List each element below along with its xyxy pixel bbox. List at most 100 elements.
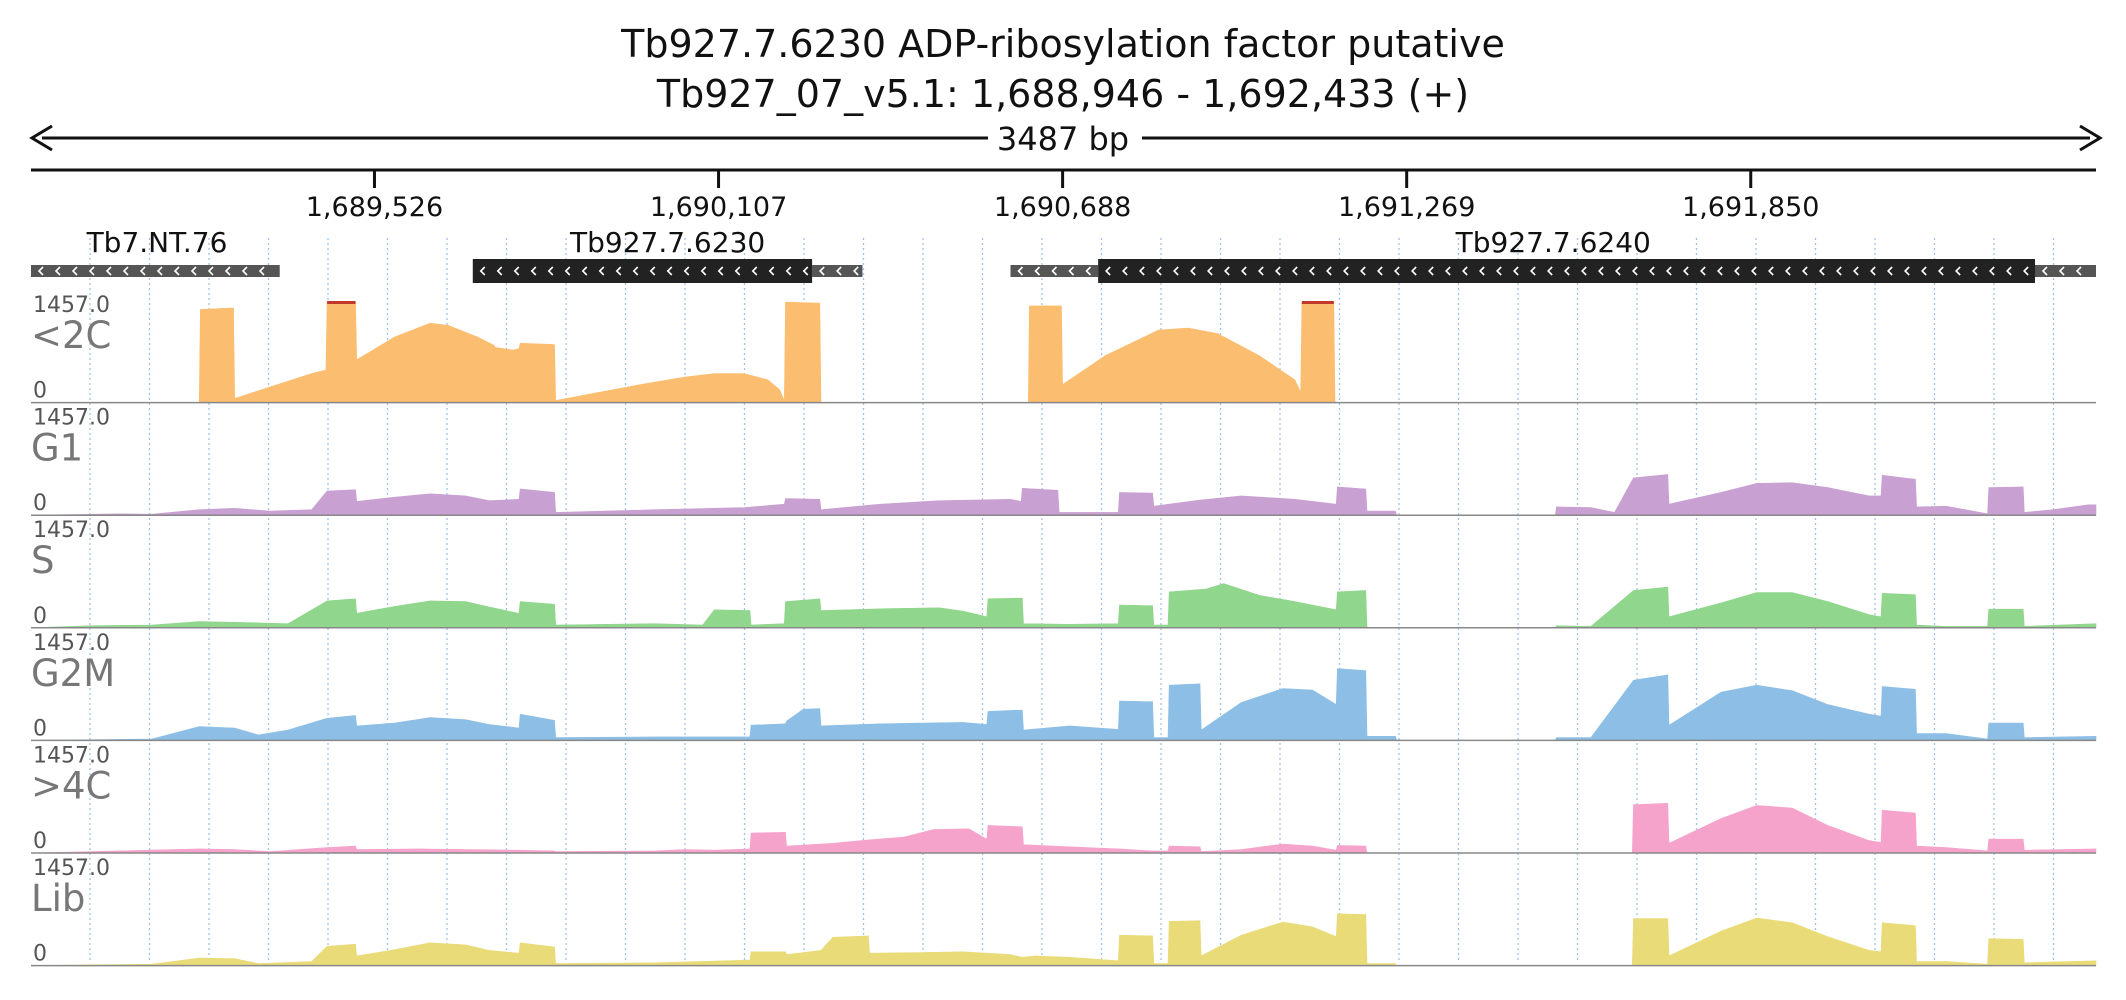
strand-chevron-icon: [1122, 266, 1128, 276]
strand-chevron-icon: [1938, 266, 1944, 276]
strand-chevron-icon: [1017, 266, 1024, 276]
strand-chevron-icon: [1751, 266, 1757, 276]
strand-chevron-icon: [1377, 266, 1383, 276]
strand-chevron-icon: [1768, 266, 1774, 276]
gene-label: Tb927.7.6240: [1455, 226, 1651, 259]
saturation-cap: [1301, 301, 1334, 304]
strand-chevron-icon: [649, 266, 656, 276]
span-length-label: 3487 bp: [997, 120, 1129, 158]
strand-chevron-icon: [2023, 266, 2029, 276]
strand-chevron-icon: [479, 266, 486, 276]
axis-tick-label: 1,691,850: [1682, 192, 1819, 223]
strand-chevron-icon: [1343, 266, 1349, 276]
strand-chevron-icon: [1411, 266, 1417, 276]
strand-chevron-icon: [564, 266, 571, 276]
strand-chevron-icon: [1462, 266, 1468, 276]
strand-chevron-icon: [1921, 266, 1927, 276]
strand-chevron-icon: [1275, 266, 1281, 276]
strand-chevron-icon: [1632, 266, 1638, 276]
strand-chevron-icon: [785, 266, 792, 276]
strand-chevron-icon: [1700, 266, 1706, 276]
strand-chevron-icon: [768, 266, 775, 276]
strand-chevron-icon: [1309, 266, 1315, 276]
strand-chevron-icon: [1870, 266, 1876, 276]
coverage-area: [30, 474, 2097, 516]
strand-chevron-icon: [1173, 266, 1179, 276]
strand-chevron-icon: [1615, 266, 1621, 276]
gene-annotation-track: Tb7.NT.76 Tb927.7.6230 Tb927.7.6240: [31, 226, 2096, 283]
strand-chevron-icon: [530, 266, 537, 276]
coverage-area: [198, 301, 1336, 403]
strand-chevron-icon: [156, 266, 163, 276]
strand-chevron-icon: [1241, 266, 1247, 276]
strand-chevron-icon: [1496, 266, 1502, 276]
strand-chevron-icon: [1887, 266, 1893, 276]
strand-chevron-icon: [1360, 266, 1366, 276]
strand-chevron-icon: [513, 266, 520, 276]
strand-chevron-icon: [615, 266, 622, 276]
strand-chevron-icon: [1156, 266, 1162, 276]
track-gt-4c: 1457.0>4C 0: [30, 743, 2097, 854]
strand-chevron-icon: [751, 266, 758, 276]
strand-chevron-icon: [683, 266, 690, 276]
strand-chevron-icon: [1955, 266, 1961, 276]
strand-chevron-icon: [71, 266, 78, 276]
chart-subtitle: Tb927_07_v5.1: 1,688,946 - 1,692,433 (+): [656, 72, 1469, 116]
strand-chevron-icon: [1564, 266, 1570, 276]
strand-chevron-icon: [547, 266, 554, 276]
axis-tick-label: 1,689,526: [306, 192, 443, 223]
strand-chevron-icon: [802, 266, 809, 276]
gene-tb927-7-6240[interactable]: Tb927.7.6240: [1010, 226, 2096, 283]
gene-tb927-7-6230[interactable]: Tb927.7.6230: [472, 226, 863, 283]
chart-title: Tb927.7.6230 ADP-ribosylation factor put…: [620, 22, 1505, 66]
strand-chevron-icon: [1734, 266, 1740, 276]
track-max-label: 1457.0: [33, 743, 110, 768]
strand-chevron-icon: [2075, 266, 2082, 276]
gene-label: Tb927.7.6230: [569, 226, 765, 259]
coverage-area: [30, 668, 2097, 741]
strand-chevron-icon: [1292, 266, 1298, 276]
strand-chevron-icon: [1989, 266, 1995, 276]
strand-chevron-icon: [666, 266, 673, 276]
strand-chevron-icon: [173, 266, 180, 276]
strand-chevron-icon: [1445, 266, 1451, 276]
strand-chevron-icon: [1717, 266, 1723, 276]
strand-chevron-icon: [1394, 266, 1400, 276]
right-arrow-icon: [2079, 124, 2103, 152]
track-max-label: 1457.0: [33, 406, 110, 431]
strand-chevron-icon: [1068, 266, 1075, 276]
strand-chevron-icon: [632, 266, 639, 276]
track-g1: 1457.0G1 0: [30, 406, 2097, 516]
track-zero-label: 0: [33, 942, 47, 967]
strand-chevron-icon: [1139, 266, 1145, 276]
track-name-label: >4C: [31, 764, 111, 807]
strand-chevron-icon: [258, 266, 265, 276]
coverage-tracks: 1457.0<2C01457.0G101457.0S01457.0G2M0145…: [30, 293, 2097, 967]
strand-chevron-icon: [818, 266, 825, 276]
axis-tick-label: 1,690,107: [650, 192, 787, 223]
span-indicator: 3487 bp: [29, 120, 2103, 158]
coverage-area: [30, 802, 2097, 854]
strand-chevron-icon: [1428, 266, 1434, 276]
strand-chevron-icon: [835, 266, 842, 276]
strand-chevron-icon: [496, 266, 503, 276]
strand-chevron-icon: [1051, 266, 1058, 276]
strand-chevron-icon: [1802, 266, 1808, 276]
strand-chevron-icon: [224, 266, 231, 276]
strand-chevron-icon: [1785, 266, 1791, 276]
coverage-area: [30, 913, 2097, 966]
strand-chevron-icon: [598, 266, 605, 276]
strand-chevron-icon: [1683, 266, 1689, 276]
strand-chevron-icon: [1598, 266, 1604, 276]
track-zero-label: 0: [33, 491, 47, 516]
strand-chevron-icon: [700, 266, 707, 276]
gene-label: Tb7.NT.76: [86, 226, 228, 259]
strand-chevron-icon: [2006, 266, 2012, 276]
strand-chevron-icon: [37, 266, 44, 276]
strand-chevron-icon: [88, 266, 95, 276]
gene-tb7-nt-76[interactable]: Tb7.NT.76: [31, 226, 280, 277]
axis-tick-label: 1,690,688: [994, 192, 1131, 223]
